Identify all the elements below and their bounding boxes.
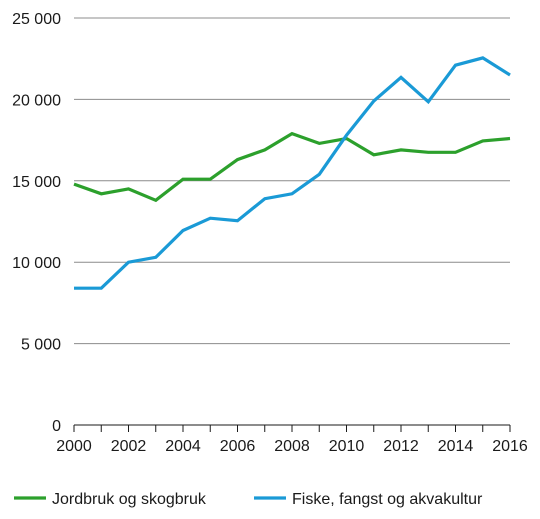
x-axis-tick-labels: 2000 2002 2004 2006 2008 2010 2012 2014 2016 — [56, 438, 528, 455]
y-tick-label: 5 000 — [21, 337, 61, 354]
x-tick-label: 2012 — [383, 438, 419, 455]
x-tick-label: 2008 — [274, 438, 310, 455]
x-axis — [73, 424, 511, 432]
series-lines — [73, 56, 511, 290]
gridlines — [74, 17, 510, 345]
x-tick-label: 2010 — [329, 438, 365, 455]
y-tick-label: 15 000 — [12, 174, 61, 191]
series-line-2 — [74, 56, 511, 290]
x-tick-label: 2006 — [220, 438, 256, 455]
y-tick-label: 20 000 — [12, 92, 61, 109]
x-tick-label: 2000 — [56, 438, 92, 455]
y-tick-label: 0 — [52, 418, 61, 435]
legend-label-2: Fiske, fangst og akvakultur — [292, 491, 483, 508]
legend: Jordbruk og skogbruk Fiske, fangst og akv… — [14, 491, 483, 508]
x-tick-label: 2016 — [492, 438, 528, 455]
x-tick-label: 2004 — [165, 438, 201, 455]
y-tick-label: 25 000 — [12, 11, 61, 28]
y-tick-label: 10 000 — [12, 255, 61, 272]
legend-label-1: Jordbruk og skogbruk — [52, 491, 207, 508]
x-tick-label: 2002 — [111, 438, 147, 455]
x-tick-label: 2014 — [438, 438, 474, 455]
y-axis-tick-labels: 0 5 000 10 000 15 000 20 000 25 000 — [12, 11, 61, 435]
series-line-1 — [73, 131, 511, 203]
